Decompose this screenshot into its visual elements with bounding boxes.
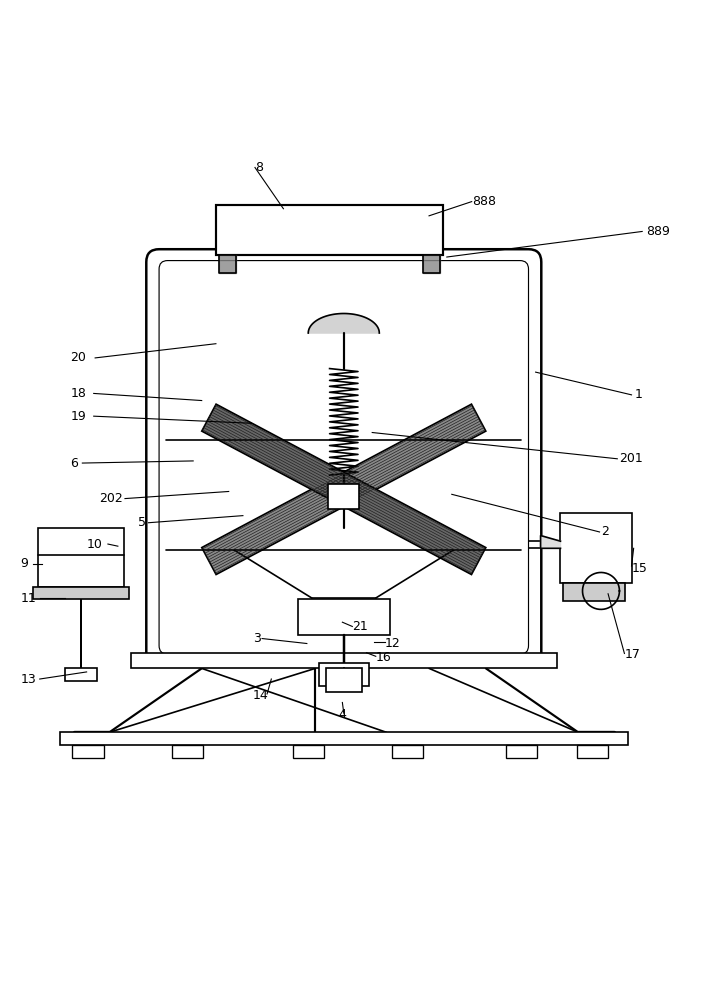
Text: 6: 6: [70, 457, 78, 470]
Bar: [577, 745, 608, 758]
Text: 3: 3: [253, 632, 261, 645]
Text: 16: 16: [376, 651, 392, 664]
Polygon shape: [309, 314, 379, 333]
Polygon shape: [423, 255, 440, 273]
Text: 8: 8: [255, 161, 263, 174]
Polygon shape: [220, 255, 236, 273]
Text: 14: 14: [253, 689, 268, 702]
Bar: [319, 663, 369, 686]
Text: 11: 11: [21, 592, 37, 605]
Text: 5: 5: [137, 516, 146, 529]
Polygon shape: [541, 536, 561, 548]
Text: 2: 2: [601, 525, 609, 538]
Bar: [65, 668, 97, 681]
Bar: [130, 653, 557, 668]
Bar: [561, 513, 632, 583]
Bar: [298, 599, 390, 635]
Polygon shape: [202, 404, 486, 575]
Text: 12: 12: [385, 637, 401, 650]
Text: 17: 17: [624, 648, 640, 661]
Text: 201: 201: [619, 452, 643, 465]
Text: 19: 19: [70, 410, 86, 423]
Text: 889: 889: [646, 225, 669, 238]
Text: 15: 15: [632, 562, 647, 575]
FancyBboxPatch shape: [146, 249, 541, 666]
Text: 4: 4: [338, 708, 346, 721]
Text: 10: 10: [87, 538, 102, 551]
Bar: [293, 745, 324, 758]
Bar: [33, 587, 129, 599]
Polygon shape: [202, 404, 486, 575]
Bar: [172, 745, 203, 758]
Bar: [328, 484, 359, 509]
Bar: [216, 205, 443, 255]
Bar: [505, 745, 537, 758]
Text: 888: 888: [472, 195, 495, 208]
Text: 20: 20: [70, 351, 86, 364]
Text: 1: 1: [635, 388, 643, 401]
Text: 21: 21: [352, 620, 368, 633]
Text: 202: 202: [99, 492, 122, 505]
Text: 18: 18: [70, 387, 86, 400]
Bar: [563, 583, 625, 601]
Text: 9: 9: [21, 557, 29, 570]
Bar: [72, 745, 104, 758]
Bar: [326, 668, 362, 692]
Bar: [59, 732, 628, 745]
Bar: [392, 745, 423, 758]
Text: 13: 13: [21, 673, 37, 686]
Bar: [38, 528, 124, 587]
